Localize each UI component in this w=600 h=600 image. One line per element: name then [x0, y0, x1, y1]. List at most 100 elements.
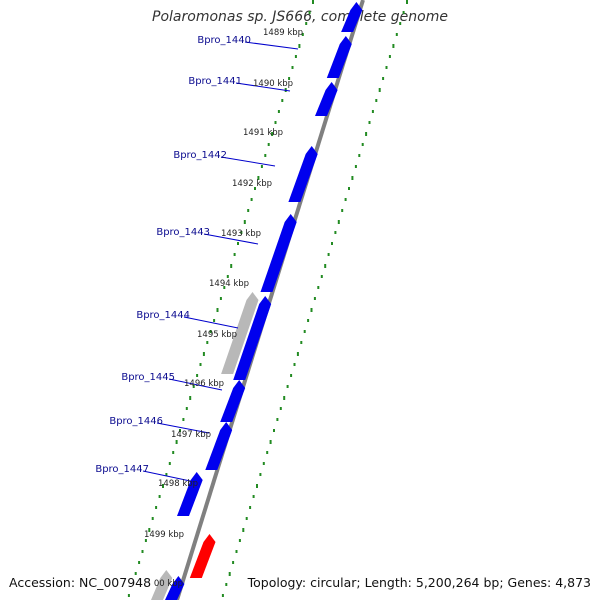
gc-ring-dot-outer — [395, 33, 398, 36]
gene-arrow[interactable] — [326, 36, 352, 78]
gc-ring-dot-outer — [286, 385, 289, 388]
gc-ring-dot-inner — [305, 22, 308, 25]
gc-ring-dot-outer — [313, 297, 316, 300]
gc-ring-dot-outer — [256, 484, 258, 488]
gene-label[interactable]: Bpro_1442 — [173, 150, 227, 161]
gc-ring-dot-outer — [324, 264, 327, 268]
gc-ring-dot-inner — [301, 33, 304, 36]
gc-ring-dot-outer — [378, 88, 381, 92]
gc-ring-dot-outer — [225, 583, 228, 586]
gc-ring-dot-inner — [202, 352, 205, 356]
gc-ring-dot-inner — [308, 11, 311, 14]
gene-arrow[interactable] — [315, 82, 338, 116]
genome-summary-text: Topology: circular; Length: 5,200,264 bp… — [245, 575, 591, 590]
gc-ring-dot-inner — [291, 66, 294, 69]
gene-arrow[interactable] — [260, 214, 297, 292]
gc-ring-dot-inner — [148, 528, 151, 532]
gc-ring-dot-outer — [221, 594, 224, 597]
accession-text: Accession: NC_007948 — [9, 575, 154, 590]
gene-leader-line — [142, 470, 196, 483]
gc-ring-dot-inner — [230, 264, 233, 268]
kbp-tick-label: 1490 kbp — [253, 79, 293, 89]
gene-label[interactable]: Bpro_1447 — [95, 464, 149, 475]
gc-ring-dot-outer — [388, 55, 391, 58]
gc-ring-dot-inner — [240, 231, 243, 234]
gc-ring-dot-inner — [250, 198, 253, 201]
gc-ring-dot-inner — [254, 187, 256, 190]
gc-ring-dot-outer — [259, 473, 262, 476]
kbp-tick-label: 1496 kbp — [184, 379, 224, 389]
gc-ring-dot-inner — [294, 55, 297, 58]
kbp-tick-label: 1500 kbp — [143, 579, 183, 589]
gene-leader-line — [183, 316, 239, 329]
gc-ring-dot-outer — [232, 561, 235, 564]
gene-arrow[interactable] — [288, 146, 318, 202]
gc-ring-dot-outer — [348, 187, 350, 190]
gc-ring-dot-outer — [262, 462, 265, 465]
gc-ring-dot-inner — [206, 341, 209, 344]
gc-ring-dot-inner — [134, 572, 137, 576]
gc-ring-dot-outer — [341, 209, 344, 212]
gc-ring-dot-inner — [141, 550, 144, 553]
gc-ring-dot-inner — [271, 132, 274, 136]
gene-leader-line — [203, 233, 259, 245]
gene-arrow[interactable] — [233, 296, 272, 380]
kbp-tick-label: 1498 kbp — [158, 479, 198, 489]
gc-ring-dot-inner — [168, 462, 171, 465]
gc-ring-dot-outer — [238, 539, 241, 542]
gc-ring-dot-inner — [199, 363, 202, 366]
gene-arrow[interactable] — [165, 576, 185, 600]
gene-leader-line — [244, 41, 299, 50]
gc-ring-dot-outer — [365, 132, 368, 136]
gene-arrow[interactable] — [220, 380, 246, 422]
gc-ring-dot-outer — [283, 396, 286, 400]
gc-ring-dot-outer — [293, 363, 296, 366]
gc-ring-dot-inner — [165, 473, 168, 476]
gc-ring-dot-inner — [182, 418, 185, 421]
gc-ring-dot-inner — [138, 561, 141, 564]
gc-ring-dot-inner — [237, 242, 239, 245]
gc-ring-dot-outer — [279, 407, 282, 410]
gc-ring-dot-outer — [320, 275, 323, 278]
gc-ring-dot-inner — [213, 319, 216, 322]
gc-ring-dot-inner — [298, 44, 301, 48]
kbp-tick-label: 1493 kbp — [221, 229, 261, 239]
kbp-tick-label: 1492 kbp — [232, 179, 272, 189]
gene-arrow[interactable] — [189, 534, 216, 578]
kbp-tick-label: 1494 kbp — [209, 279, 249, 289]
gc-ring-dot-inner — [223, 286, 226, 289]
gc-ring-dot-outer — [245, 517, 248, 520]
gene-label[interactable]: Bpro_1445 — [121, 372, 175, 383]
gc-ring-dot-outer — [290, 374, 293, 377]
gc-ring-dot-inner — [158, 495, 161, 498]
gc-ring-dot-outer — [399, 22, 402, 25]
gene-arrow[interactable] — [221, 292, 259, 374]
gene-arrow[interactable] — [205, 422, 233, 470]
gc-ring-dot-outer — [228, 572, 231, 576]
gene-label[interactable]: Bpro_1440 — [197, 35, 251, 46]
gc-ring-dot-outer — [402, 11, 405, 14]
gc-rings — [127, 0, 408, 597]
gc-ring-dot-outer — [392, 44, 395, 48]
gc-ring-dot-outer — [344, 198, 347, 201]
gc-ring-dot-inner — [264, 154, 267, 157]
gc-ring-dot-outer — [331, 242, 333, 245]
gc-ring-dot-outer — [300, 341, 303, 344]
gene-label[interactable]: Bpro_1446 — [109, 416, 163, 427]
gene-leader-line — [235, 82, 291, 92]
gc-ring-dot-inner — [216, 308, 219, 312]
gene-label[interactable]: Bpro_1444 — [136, 310, 190, 321]
gene-arrow[interactable] — [177, 472, 203, 516]
gc-ring-dot-inner — [281, 99, 284, 102]
gc-ring-dot-outer — [351, 176, 354, 180]
gc-ring-dot-inner — [155, 506, 158, 509]
gene-arrow[interactable] — [151, 570, 173, 600]
gene-arrow[interactable] — [341, 2, 363, 32]
gc-ring-dot-inner — [226, 275, 229, 278]
gene-leader-line — [168, 378, 223, 391]
gc-ring-dot-outer — [385, 66, 388, 69]
gc-ring-dot-outer — [310, 308, 313, 312]
gene-label[interactable]: Bpro_1441 — [188, 76, 242, 87]
gene-label[interactable]: Bpro_1443 — [156, 227, 210, 238]
